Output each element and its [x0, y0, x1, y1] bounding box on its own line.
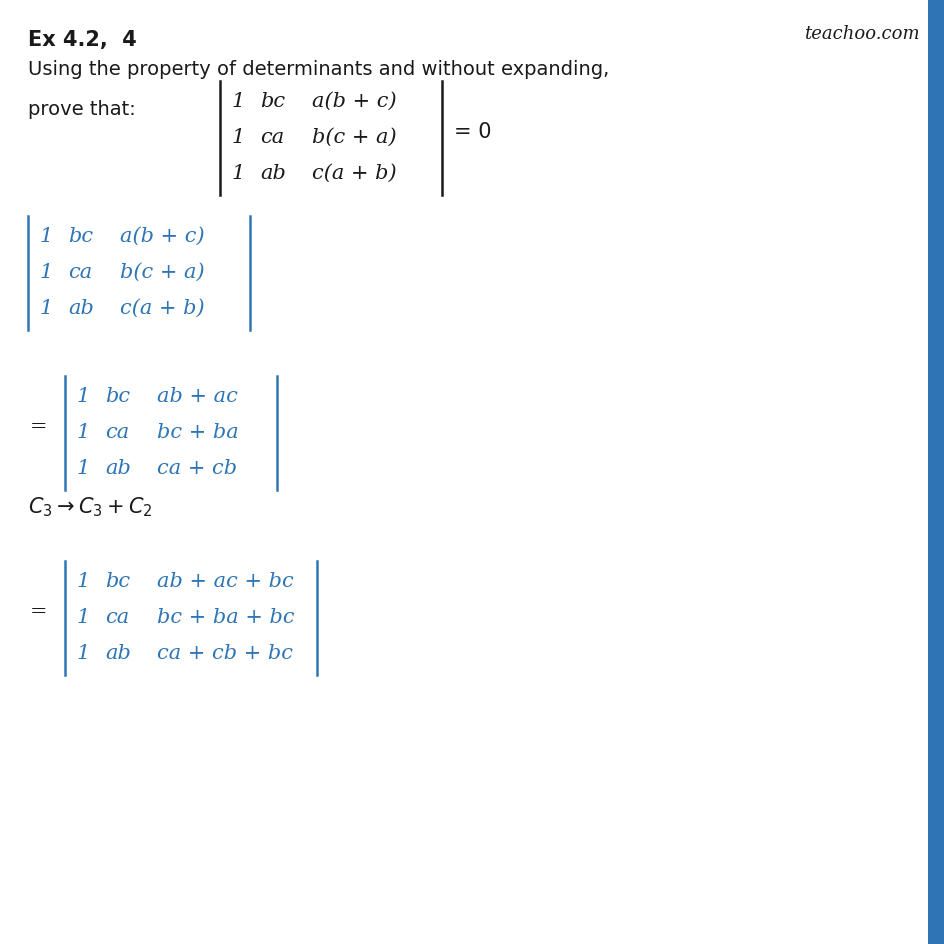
- Text: b(c + a): b(c + a): [312, 127, 396, 147]
- Text: c(a + b): c(a + b): [312, 164, 396, 183]
- Text: ab: ab: [105, 643, 130, 663]
- Text: ca: ca: [68, 262, 93, 281]
- Text: = 0: = 0: [453, 122, 491, 142]
- Text: bc + ba + bc: bc + ba + bc: [157, 607, 295, 626]
- Text: ab + ac: ab + ac: [157, 387, 238, 406]
- Text: ca + cb: ca + cb: [157, 459, 237, 478]
- Text: teachoo.com: teachoo.com: [803, 25, 919, 43]
- Text: Using the property of determinants and without expanding,: Using the property of determinants and w…: [28, 59, 609, 79]
- Text: a(b + c): a(b + c): [312, 92, 396, 110]
- Text: 1: 1: [40, 262, 53, 281]
- Text: bc: bc: [105, 571, 130, 590]
- Text: =: =: [30, 601, 47, 620]
- Text: bc: bc: [260, 92, 285, 110]
- Text: 1: 1: [76, 643, 91, 663]
- Text: 1: 1: [76, 423, 91, 442]
- Text: 1: 1: [232, 127, 245, 147]
- Text: Ex 4.2,  4: Ex 4.2, 4: [28, 30, 137, 50]
- Text: ab + ac + bc: ab + ac + bc: [157, 571, 294, 590]
- Text: ca: ca: [105, 423, 129, 442]
- Text: bc: bc: [105, 387, 130, 406]
- Text: bc: bc: [68, 227, 93, 245]
- Text: ca + cb + bc: ca + cb + bc: [157, 643, 293, 663]
- Text: 1: 1: [232, 92, 245, 110]
- Text: bc + ba: bc + ba: [157, 423, 239, 442]
- Text: 1: 1: [232, 164, 245, 183]
- Text: 1: 1: [76, 387, 91, 406]
- Text: b(c + a): b(c + a): [120, 262, 205, 281]
- Text: 1: 1: [40, 298, 53, 318]
- Text: c(a + b): c(a + b): [120, 298, 205, 318]
- Text: 1: 1: [76, 571, 91, 590]
- Text: 1: 1: [76, 607, 91, 626]
- Text: =: =: [30, 416, 47, 435]
- Text: 1: 1: [76, 459, 91, 478]
- Text: ca: ca: [260, 127, 284, 147]
- Text: ab: ab: [260, 164, 286, 183]
- Text: ab: ab: [105, 459, 130, 478]
- Text: $C_3 \rightarrow C_3 + C_2$: $C_3 \rightarrow C_3 + C_2$: [28, 495, 153, 518]
- Text: a(b + c): a(b + c): [120, 227, 205, 245]
- Text: ca: ca: [105, 607, 129, 626]
- FancyBboxPatch shape: [927, 0, 944, 944]
- Text: ab: ab: [68, 298, 93, 318]
- Text: prove that:: prove that:: [28, 100, 136, 119]
- Text: 1: 1: [40, 227, 53, 245]
